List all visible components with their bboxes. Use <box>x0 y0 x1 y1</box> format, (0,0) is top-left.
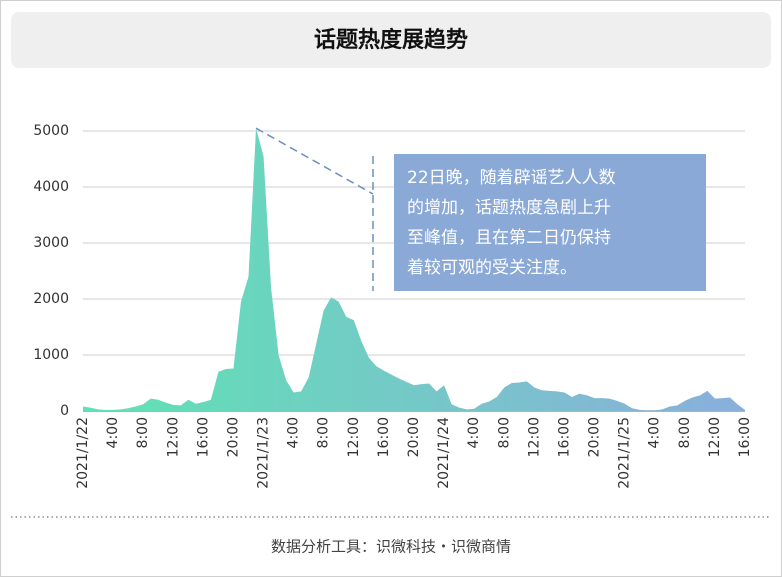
x-tick-label: 20:00 <box>406 417 422 457</box>
x-tick-label: 4:00 <box>647 417 663 448</box>
annotation-text: 至峰值，且在第二日仍保持 <box>407 228 611 248</box>
x-tick-label: 4:00 <box>286 417 302 448</box>
x-tick-label: 2021/1/25 <box>617 417 633 489</box>
annotation-box <box>394 154 706 291</box>
annotation-text: 的增加，话题热度急剧上升 <box>407 198 611 218</box>
y-tick-label: 3000 <box>33 235 69 251</box>
x-tick-label: 16:00 <box>376 417 392 457</box>
x-tick-label: 12:00 <box>346 417 362 457</box>
x-tick-label: 12:00 <box>526 417 542 457</box>
x-tick-label: 12:00 <box>707 417 723 457</box>
chart-title: 话题热度展趋势 <box>314 27 468 53</box>
area <box>83 128 745 411</box>
x-tick-label: 20:00 <box>225 417 241 457</box>
y-tick-label: 0 <box>60 403 69 419</box>
x-tick-label: 16:00 <box>556 417 572 457</box>
x-tick-label: 12:00 <box>165 417 181 457</box>
x-tick-label: 8:00 <box>677 417 693 448</box>
x-tick-label: 16:00 <box>737 417 753 457</box>
y-tick-label: 5000 <box>33 123 69 139</box>
footer: 数据分析工具：识微科技・识微商情 <box>271 538 511 556</box>
header-bg <box>11 12 771 68</box>
x-tick-label: 8:00 <box>316 417 332 448</box>
annotation-line <box>255 127 374 195</box>
annotation-text: 22日晚，随着辟谣艺人人数 <box>407 168 616 188</box>
x-tick-label: 8:00 <box>496 417 512 448</box>
y-tick-label: 2000 <box>33 291 69 307</box>
x-tick-label: 2021/1/24 <box>436 417 452 489</box>
y-tick-label: 1000 <box>33 347 69 363</box>
x-tick-label: 4:00 <box>466 417 482 448</box>
x-tick-label: 16:00 <box>195 417 211 457</box>
y-tick-label: 4000 <box>33 179 69 195</box>
x-tick-label: 8:00 <box>135 417 151 448</box>
annotation-text: 着较可观的受关注度。 <box>407 258 577 278</box>
x-tick-label: 20:00 <box>587 417 603 457</box>
x-tick-label: 2021/1/22 <box>75 417 91 489</box>
x-tick-label: 4:00 <box>105 417 121 448</box>
x-tick-label: 2021/1/23 <box>256 417 272 489</box>
